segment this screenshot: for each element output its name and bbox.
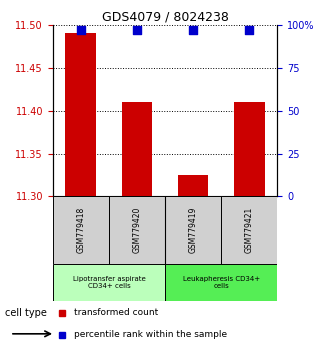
Bar	[178, 175, 209, 196]
Title: GDS4079 / 8024238: GDS4079 / 8024238	[102, 11, 228, 24]
Text: Leukapheresis CD34+
cells: Leukapheresis CD34+ cells	[182, 276, 260, 289]
Bar	[165, 196, 221, 264]
Text: GSM779421: GSM779421	[245, 207, 254, 253]
Bar	[234, 102, 265, 196]
Text: transformed count: transformed count	[74, 308, 158, 317]
Bar	[65, 33, 96, 196]
Bar	[53, 264, 165, 301]
Point	[78, 27, 83, 33]
Point	[134, 27, 140, 33]
Text: percentile rank within the sample: percentile rank within the sample	[74, 330, 227, 339]
Bar	[109, 196, 165, 264]
Text: Lipotransfer aspirate
CD34+ cells: Lipotransfer aspirate CD34+ cells	[73, 276, 145, 289]
Point	[247, 27, 252, 33]
Text: GSM779419: GSM779419	[188, 207, 198, 253]
Point	[190, 27, 196, 33]
Text: GSM779418: GSM779418	[76, 207, 85, 253]
Bar	[53, 196, 109, 264]
Bar	[221, 196, 277, 264]
Text: cell type: cell type	[5, 308, 47, 318]
Text: GSM779420: GSM779420	[132, 207, 142, 253]
Bar	[121, 102, 152, 196]
Bar	[165, 264, 277, 301]
